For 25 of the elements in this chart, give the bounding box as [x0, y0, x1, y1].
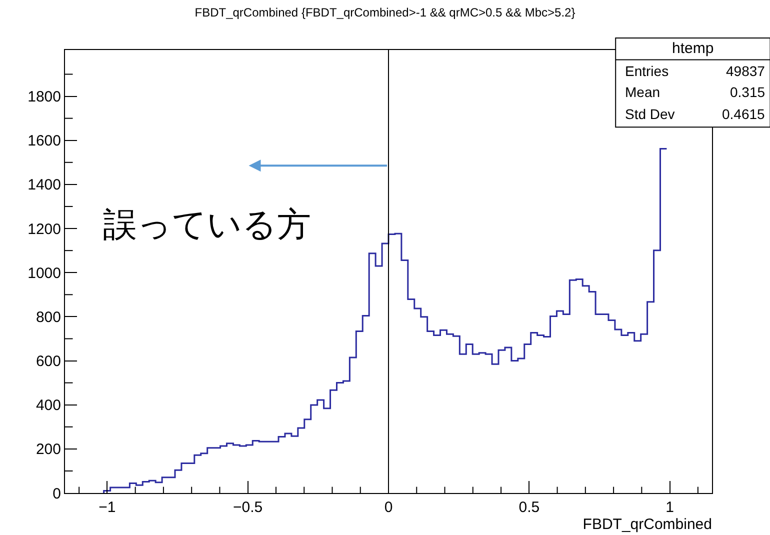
chart-title: FBDT_qrCombined {FBDT_qrCombined>-1 && qrMC>0.5 && Mbc>5.2}: [194, 5, 576, 20]
y-tick-label: 1200: [28, 220, 61, 238]
annotation: 誤っている方: [103, 205, 311, 245]
annotation: Std Dev: [625, 106, 675, 122]
text: 0.4615: [722, 106, 766, 122]
x-axis-title: FBDT_qrCombined: [582, 516, 712, 533]
text: 49837: [726, 63, 766, 79]
x-tick-label: −1: [98, 499, 116, 516]
x-tick-label: −0.5: [233, 499, 263, 516]
y-tick-label: 1400: [28, 176, 61, 194]
annotation: Mean: [625, 84, 660, 100]
y-tick-label: 1800: [28, 88, 61, 106]
x-tick-label: 1: [666, 499, 674, 516]
y-tick-label: 0: [52, 485, 61, 502]
text: 0.315: [730, 84, 766, 100]
annotation: Entries: [625, 63, 669, 79]
annotation: htemp: [672, 40, 714, 57]
y-tick-label: 400: [36, 397, 61, 414]
y-tick-label: 200: [36, 441, 61, 458]
x-tick-label: 0.5: [518, 499, 540, 516]
x-tick-label: 0: [384, 499, 393, 516]
y-tick-label: 600: [36, 353, 61, 370]
y-tick-label: 1000: [28, 264, 61, 282]
y-tick-label: 800: [36, 308, 61, 326]
y-tick-label: 1600: [28, 132, 61, 150]
